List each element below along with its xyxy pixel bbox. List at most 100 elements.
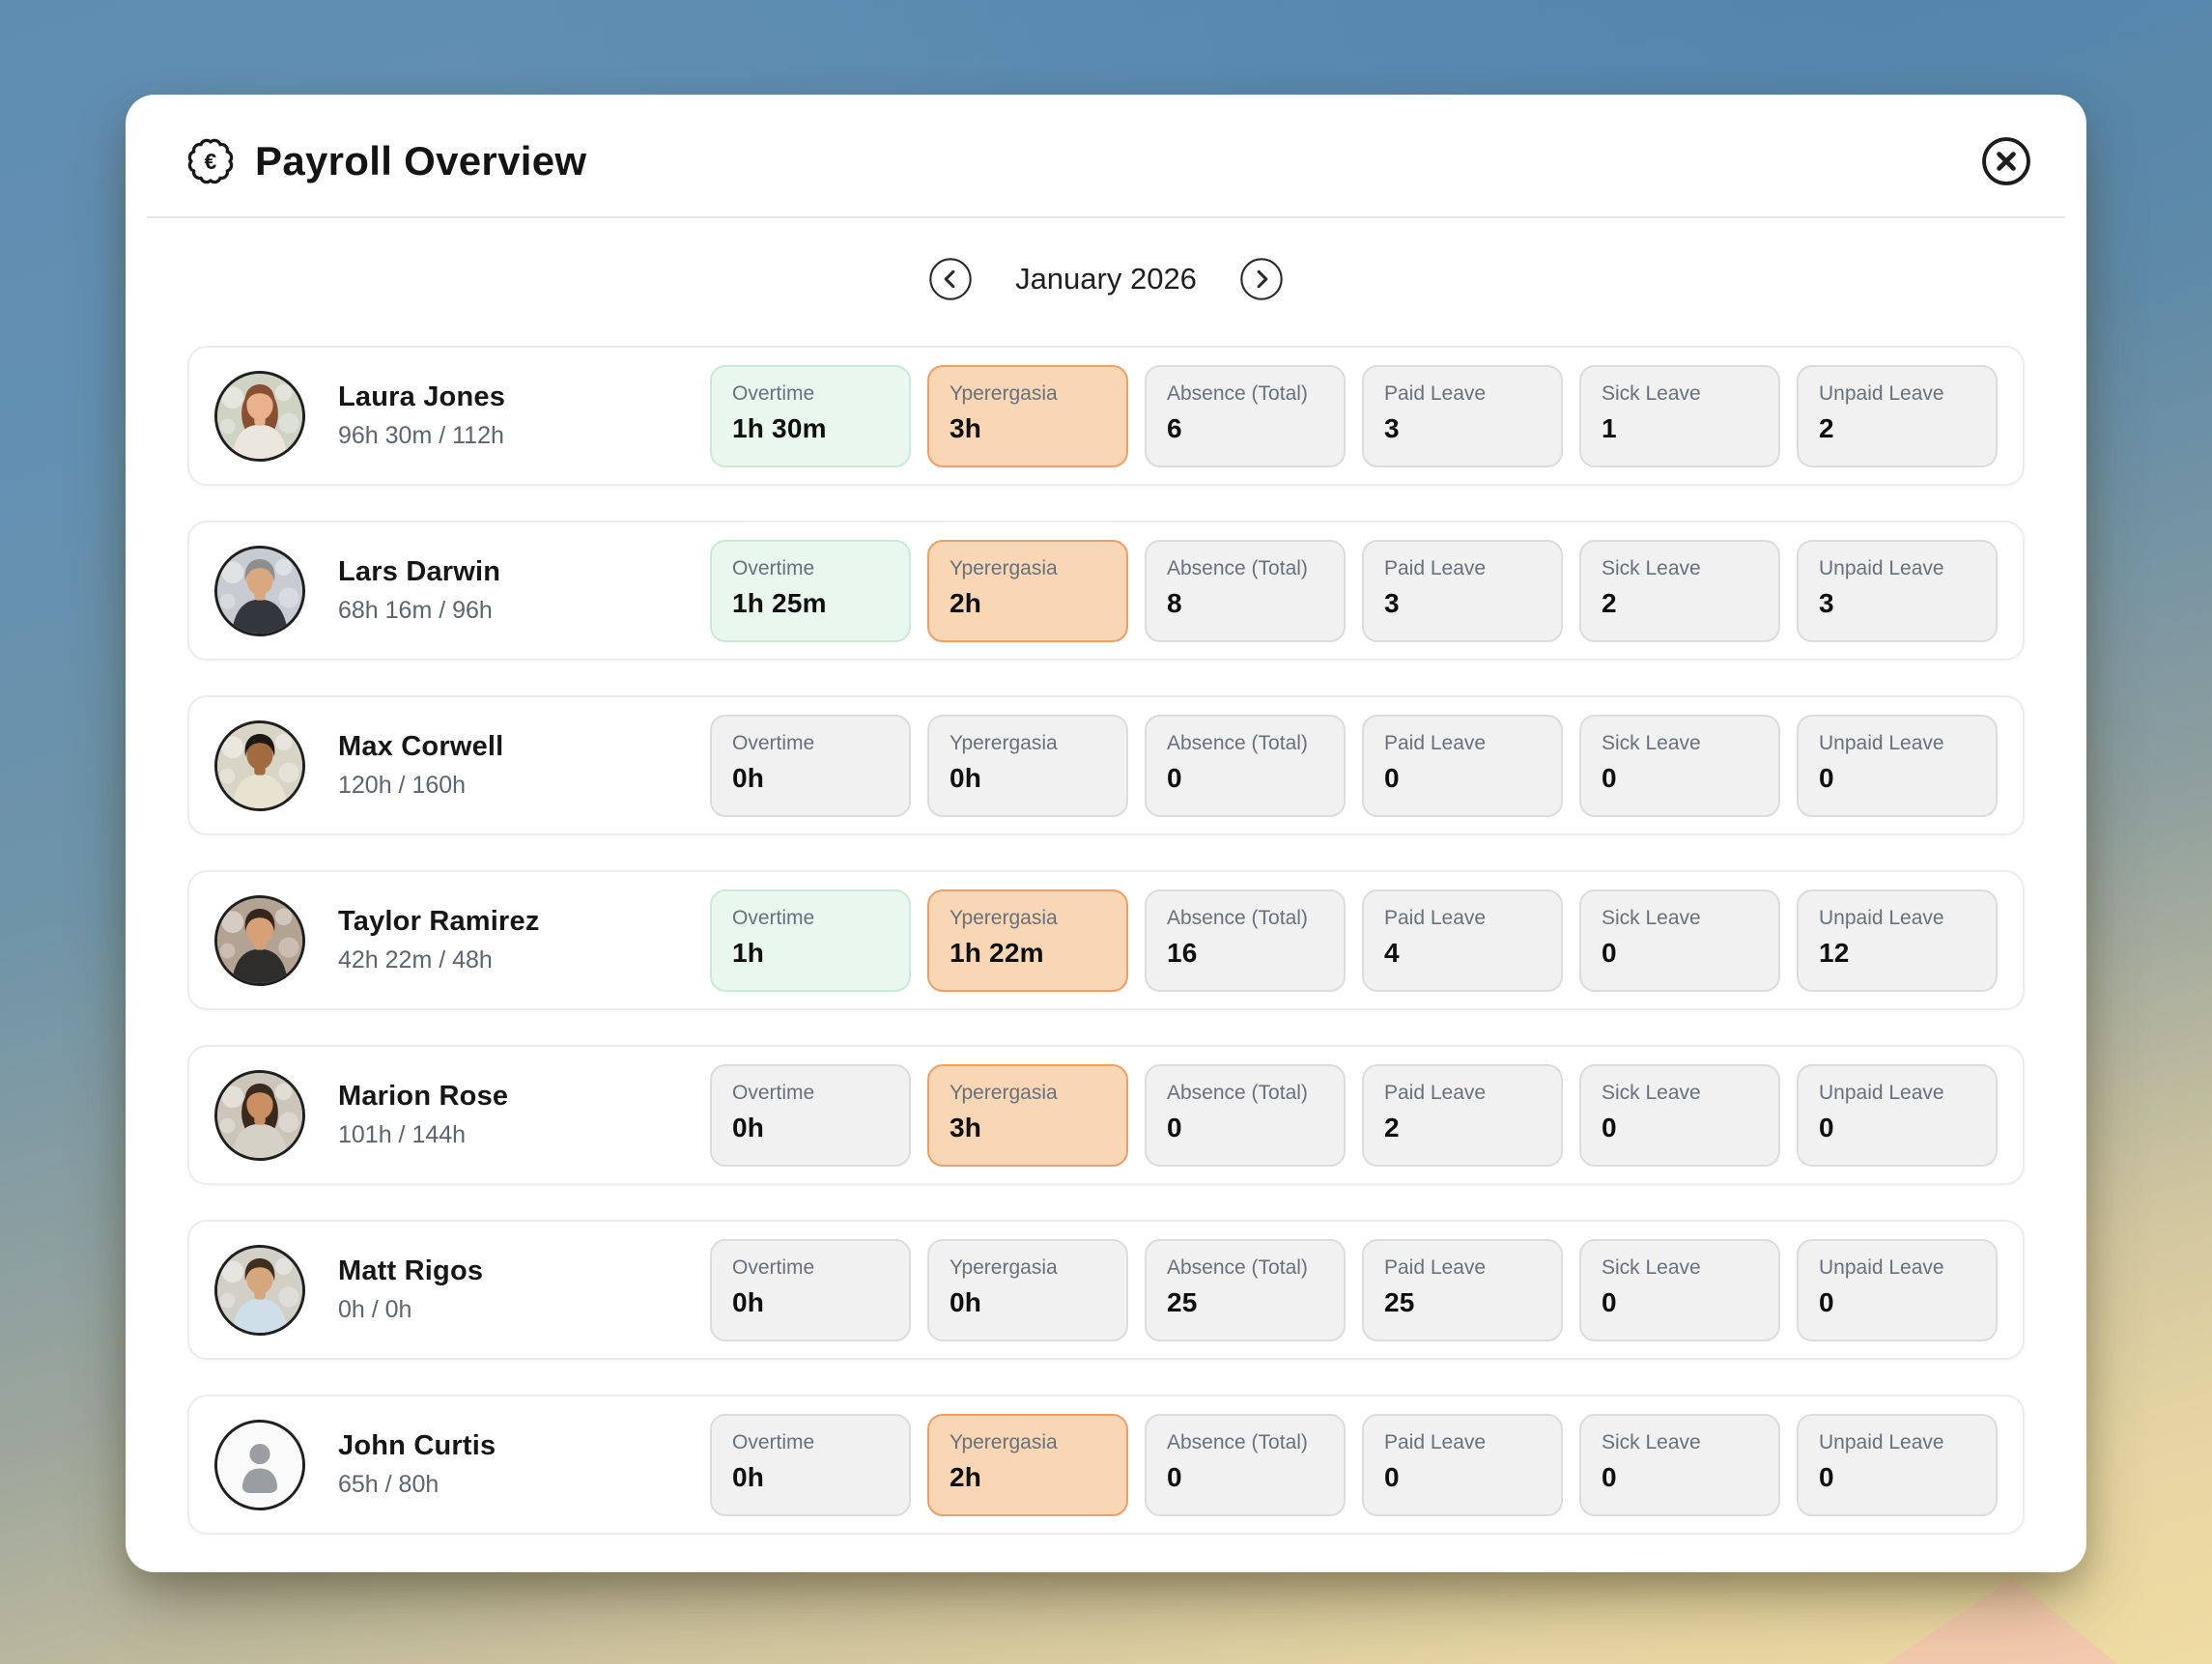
stat-card-overtime: Overtime 0h xyxy=(710,714,911,817)
stat-label: Absence (Total) xyxy=(1167,1255,1308,1279)
stat-card-unpaid-leave: Unpaid Leave 0 xyxy=(1797,1413,1998,1516)
employee-name: Taylor Ramirez xyxy=(338,906,540,937)
stat-label: Sick Leave xyxy=(1602,556,1701,579)
avatar xyxy=(214,1069,305,1161)
stat-label: Yperergasia xyxy=(950,381,1058,405)
stat-value: 2 xyxy=(1819,412,1834,443)
employee-row: Max Corwell 120h / 160h Overtime 0h Yperer… xyxy=(187,695,2025,835)
prev-month-button[interactable] xyxy=(928,257,973,301)
stat-card-paid-leave: Paid Leave 0 xyxy=(1362,1413,1563,1516)
stat-value: 3h xyxy=(950,412,982,443)
stat-value: 25 xyxy=(1384,1286,1415,1317)
modal-header: € Payroll Overview xyxy=(126,95,2086,187)
stat-card-sick-leave: Sick Leave 0 xyxy=(1579,1238,1780,1341)
employee-row: Lars Darwin 68h 16m / 96h Overtime 1h 25m… xyxy=(187,521,2025,661)
stat-value: 0 xyxy=(1602,1461,1617,1492)
employee-row: Taylor Ramirez 42h 22m / 48h Overtime 1h Y… xyxy=(187,870,2025,1010)
stat-value: 0 xyxy=(1602,762,1617,793)
stat-cards: Overtime 0h Yperergasia 0h Absence (Total) 0 P… xyxy=(710,714,1998,817)
chevron-left-icon xyxy=(929,258,972,300)
stat-value: 0h xyxy=(950,1286,982,1317)
stat-label: Unpaid Leave xyxy=(1819,906,1944,929)
stat-card-absence-total: Absence (Total) 25 xyxy=(1145,1238,1346,1341)
employee-name: Laura Jones xyxy=(338,381,506,412)
stat-cards: Overtime 0h Yperergasia 3h Absence (Total) 0 P… xyxy=(710,1063,1998,1167)
stat-card-absence-total: Absence (Total) 0 xyxy=(1145,714,1346,817)
stat-value: 0 xyxy=(1819,1461,1834,1492)
stat-card-overtime: Overtime 0h xyxy=(710,1063,911,1167)
stat-card-absence-total: Absence (Total) 6 xyxy=(1145,364,1346,467)
header-divider xyxy=(147,216,2065,218)
avatar xyxy=(214,370,305,462)
stat-card-sick-leave: Sick Leave 0 xyxy=(1579,888,1780,992)
stat-card-sick-leave: Sick Leave 0 xyxy=(1579,714,1780,817)
stat-label: Paid Leave xyxy=(1384,1081,1487,1104)
stat-card-overtime: Overtime 1h 30m xyxy=(710,364,911,467)
stat-label: Unpaid Leave xyxy=(1819,731,1944,754)
stat-card-unpaid-leave: Unpaid Leave 3 xyxy=(1797,539,1998,642)
stat-value: 2 xyxy=(1602,587,1617,618)
stat-value: 0 xyxy=(1167,1112,1182,1142)
stat-label: Yperergasia xyxy=(950,1430,1058,1453)
stat-label: Sick Leave xyxy=(1602,1255,1701,1279)
svg-text:€: € xyxy=(205,149,217,174)
employee-hours: 65h / 80h xyxy=(338,1471,440,1498)
employee-row: Laura Jones 96h 30m / 112h Overtime 1h 30… xyxy=(187,346,2025,486)
stat-label: Sick Leave xyxy=(1602,381,1701,405)
stat-label: Yperergasia xyxy=(950,556,1058,579)
stat-card-overtime: Overtime 0h xyxy=(710,1413,911,1516)
stat-value: 0h xyxy=(732,1112,765,1142)
stat-label: Unpaid Leave xyxy=(1819,1255,1944,1279)
stat-label: Paid Leave xyxy=(1384,1255,1487,1279)
stat-value: 3h xyxy=(950,1112,982,1142)
next-month-button[interactable] xyxy=(1239,257,1284,301)
stat-card-overtime: Overtime 1h xyxy=(710,888,911,992)
stat-label: Overtime xyxy=(732,1255,815,1279)
stat-value: 0 xyxy=(1602,937,1617,968)
stat-value: 2h xyxy=(950,587,982,618)
payroll-overview-modal: € Payroll Overview January 2026 xyxy=(126,95,2086,1572)
stat-value: 12 xyxy=(1819,937,1850,968)
employee-info: Taylor Ramirez 42h 22m / 48h xyxy=(338,906,540,974)
employee-hours: 120h / 160h xyxy=(338,772,467,799)
stat-value: 0 xyxy=(1384,762,1400,793)
stat-value: 16 xyxy=(1167,937,1198,968)
stat-card-unpaid-leave: Unpaid Leave 0 xyxy=(1797,714,1998,817)
stat-label: Absence (Total) xyxy=(1167,731,1308,754)
stat-card-absence-total: Absence (Total) 0 xyxy=(1145,1413,1346,1516)
employee-row: Matt Rigos 0h / 0h Overtime 0h Yperergasia… xyxy=(187,1220,2025,1360)
stat-value: 8 xyxy=(1167,587,1182,618)
employee-hours: 0h / 0h xyxy=(338,1296,412,1323)
stat-label: Unpaid Leave xyxy=(1819,556,1944,579)
stat-value: 3 xyxy=(1384,412,1400,443)
stat-card-sick-leave: Sick Leave 0 xyxy=(1579,1063,1780,1167)
stat-value: 3 xyxy=(1384,587,1400,618)
stat-label: Absence (Total) xyxy=(1167,1081,1308,1104)
stat-card-yperergasia: Yperergasia 2h xyxy=(927,539,1128,642)
stat-value: 2h xyxy=(950,1461,982,1492)
stat-card-paid-leave: Paid Leave 2 xyxy=(1362,1063,1563,1167)
employee-hours: 96h 30m / 112h xyxy=(338,422,504,449)
stat-label: Sick Leave xyxy=(1602,1081,1701,1104)
stat-label: Unpaid Leave xyxy=(1819,1430,1944,1453)
stat-label: Paid Leave xyxy=(1384,381,1487,405)
stat-value: 6 xyxy=(1167,412,1182,443)
stat-label: Absence (Total) xyxy=(1167,906,1308,929)
stat-card-paid-leave: Paid Leave 4 xyxy=(1362,888,1563,992)
stat-value: 0 xyxy=(1819,1112,1834,1142)
stat-card-paid-leave: Paid Leave 3 xyxy=(1362,364,1563,467)
stat-label: Paid Leave xyxy=(1384,731,1487,754)
close-button[interactable] xyxy=(1980,135,2032,187)
stat-label: Absence (Total) xyxy=(1167,556,1308,579)
stat-value: 1h 25m xyxy=(732,587,827,618)
employee-name: Max Corwell xyxy=(338,731,504,762)
employee-info: Lars Darwin 68h 16m / 96h xyxy=(338,556,500,625)
stat-cards: Overtime 1h 30m Yperergasia 3h Absence (Tota… xyxy=(710,364,1998,467)
stat-value: 0 xyxy=(1819,762,1834,793)
stat-label: Paid Leave xyxy=(1384,1430,1487,1453)
employee-list: Laura Jones 96h 30m / 112h Overtime 1h 30… xyxy=(187,346,2025,1535)
stat-card-absence-total: Absence (Total) 0 xyxy=(1145,1063,1346,1167)
stat-card-yperergasia: Yperergasia 3h xyxy=(927,364,1128,467)
employee-hours: 101h / 144h xyxy=(338,1121,467,1148)
